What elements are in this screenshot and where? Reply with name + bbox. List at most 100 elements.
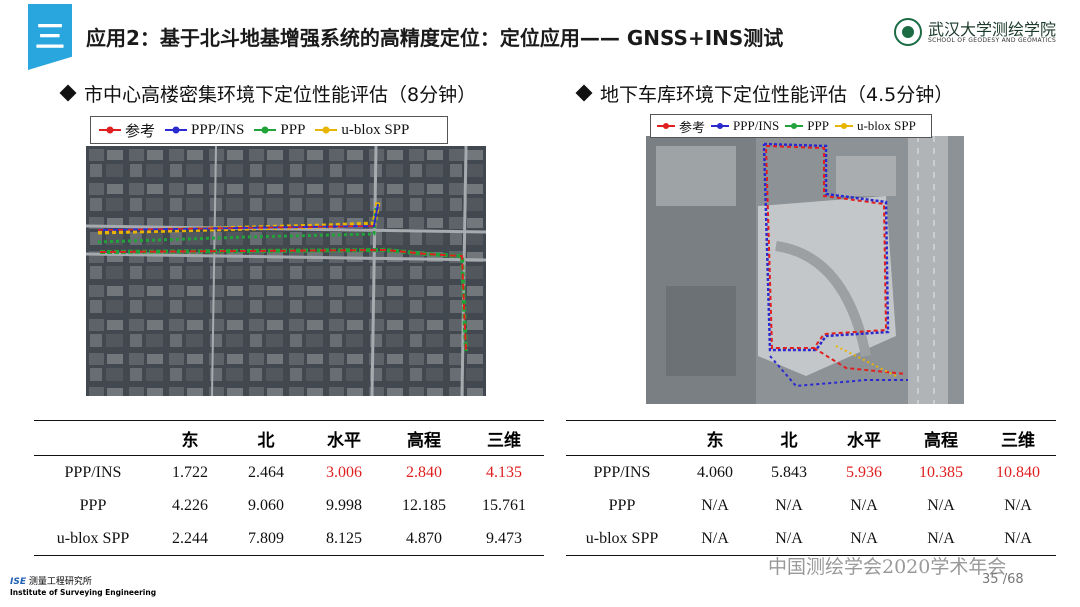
table-header-cell: 高程 [902, 420, 980, 456]
right-legend: 参考 PPP/INS PPP u-blox SPP [650, 114, 932, 138]
table-header-cell [34, 420, 152, 456]
right-heading-text: 地下车库环境下定位性能评估（4.5分钟） [600, 84, 954, 106]
table-cell: N/A [752, 522, 826, 556]
left-heading-text: 市中心高楼密集环境下定位性能评估（8分钟） [84, 84, 477, 106]
table-header-row: 东 北 水平 高程 三维 [34, 420, 544, 456]
table-cell: N/A [927, 496, 955, 514]
table-cell: 12.185 [402, 496, 446, 514]
table-cell: 15.761 [482, 496, 526, 514]
left-legend: 参考 PPP/INS PPP u-blox SPP [90, 116, 448, 144]
left-results-table: 东 北 水平 高程 三维 PPP/INS 1.722 2.464 3.006 2… [34, 420, 544, 556]
table-row: PPP/INS 4.060 5.843 5.936 10.385 10.840 [566, 456, 1056, 490]
legend-item-ublox-spp: u-blox SPP [315, 120, 409, 141]
logo-name-cn: 武汉大学测绘学院 [928, 20, 1057, 39]
downtown-map-drawing [86, 146, 486, 396]
table-cell: 2.464 [248, 463, 284, 481]
table-cell: PPP [608, 496, 636, 514]
legend-yellow-line-icon [315, 126, 338, 134]
legend-green-line-icon [785, 123, 804, 129]
university-seal-icon [894, 18, 922, 46]
legend-item-ppp-ins: PPP/INS [165, 120, 244, 141]
page-number: 35 /68 [982, 572, 1024, 587]
table-cell-highlight: 2.840 [406, 463, 442, 481]
table-row: u-blox SPP 2.244 7.809 8.125 4.870 9.473 [34, 522, 544, 556]
legend-item-ppp: PPP [785, 117, 829, 136]
table-cell: N/A [701, 496, 729, 514]
table-cell: N/A [775, 496, 803, 514]
legend-item-ublox-spp: u-blox SPP [834, 117, 916, 136]
table-cell-highlight: 4.135 [486, 463, 522, 481]
legend-label: PPP [280, 121, 306, 138]
legend-item-ppp-ins: PPP/INS [711, 117, 779, 136]
slide-title: 应用2：基于北斗地基增强系统的高精度定位：定位应用—— GNSS+INS测试 [86, 26, 784, 50]
institute-name-cn: 测量工程研究所 [28, 577, 92, 587]
total-pages: /68 [1002, 572, 1024, 587]
legend-label: 参考 [679, 119, 706, 135]
table-cell: N/A [1004, 496, 1032, 514]
legend-label: u-blox SPP [341, 121, 410, 138]
table-cell: 9.060 [248, 496, 284, 514]
diamond-bullet-icon [575, 84, 593, 102]
table-cell-highlight: 5.936 [846, 463, 882, 481]
table-row: PPP N/A N/A N/A N/A N/A [566, 489, 1056, 522]
logo-name-en: SCHOOL OF GEODESY AND GEOMATICS [928, 37, 1057, 44]
table-cell: 9.473 [464, 522, 544, 556]
legend-red-line-icon [657, 123, 675, 129]
legend-green-line-icon [254, 126, 277, 134]
legend-red-line-icon [99, 126, 121, 134]
legend-blue-line-icon [711, 123, 730, 129]
table-row: u-blox SPP N/A N/A N/A N/A N/A [566, 522, 1056, 556]
garage-map-drawing [646, 136, 964, 404]
table-header-cell: 三维 [980, 420, 1056, 456]
legend-label: 参考 [125, 123, 156, 140]
table-cell: N/A [850, 496, 878, 514]
table-header-cell [566, 420, 678, 456]
legend-label: u-blox SPP [856, 118, 916, 133]
table-cell: 7.809 [228, 522, 304, 556]
current-page: 35 [982, 572, 999, 587]
table-cell: PPP [79, 496, 107, 514]
institute-label: ISE 测量工程研究所 [10, 574, 92, 587]
table-header-cell: 东 [678, 420, 752, 456]
table-row: PPP/INS 1.722 2.464 3.006 2.840 4.135 [34, 456, 544, 490]
table-cell: 4.226 [172, 496, 208, 514]
table-header-cell: 三维 [464, 420, 544, 456]
university-logo: 武汉大学测绘学院 SCHOOL OF GEODESY AND GEOMATICS [894, 16, 1057, 52]
left-section-heading: 市中心高楼密集环境下定位性能评估（8分钟） [59, 80, 477, 107]
table-cell: 9.998 [326, 496, 362, 514]
table-header-cell: 水平 [826, 420, 902, 456]
table-cell: 8.125 [304, 522, 384, 556]
table-cell-highlight: 10.385 [919, 463, 963, 481]
garage-map-image [646, 136, 964, 404]
table-header-cell: 北 [752, 420, 826, 456]
table-header-cell: 高程 [384, 420, 464, 456]
table-cell: N/A [678, 522, 752, 556]
table-cell: N/A [826, 522, 902, 556]
table-header-row: 东 北 水平 高程 三维 [566, 420, 1056, 456]
table-cell: PPP/INS [593, 463, 651, 481]
institute-name-en: Institute of Surveying Engineering [10, 588, 157, 597]
table-header-cell: 水平 [304, 420, 384, 456]
table-row: PPP 4.226 9.060 9.998 12.185 15.761 [34, 489, 544, 522]
table-cell: 5.843 [771, 463, 807, 481]
section-badge: 三 [28, 4, 72, 70]
table-cell: 1.722 [172, 463, 208, 481]
table-cell-highlight: 10.840 [996, 463, 1040, 481]
table-cell: u-blox SPP [34, 522, 152, 556]
table-cell: u-blox SPP [566, 522, 678, 556]
table-cell: 2.244 [152, 522, 228, 556]
diamond-bullet-icon [59, 84, 77, 102]
legend-yellow-line-icon [834, 123, 853, 129]
legend-label: PPP [807, 118, 829, 133]
section-badge-label: 三 [35, 20, 65, 55]
legend-blue-line-icon [165, 126, 188, 134]
legend-item-ppp: PPP [254, 120, 305, 141]
table-cell: 4.060 [697, 463, 733, 481]
legend-item-reference: 参考 [657, 117, 705, 136]
institute-abbr: ISE [10, 577, 26, 587]
legend-label: PPP/INS [191, 121, 245, 138]
right-section-heading: 地下车库环境下定位性能评估（4.5分钟） [575, 80, 954, 107]
right-results-table: 东 北 水平 高程 三维 PPP/INS 4.060 5.843 5.936 1… [566, 420, 1056, 556]
table-cell: N/A [980, 522, 1056, 556]
table-cell: PPP/INS [64, 463, 122, 481]
